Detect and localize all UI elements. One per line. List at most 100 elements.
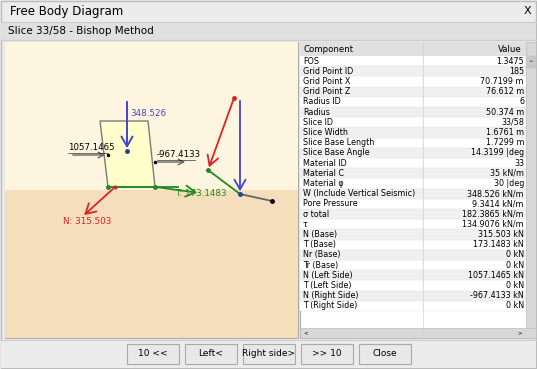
Text: Radius: Radius (303, 108, 330, 117)
Text: 173.1483 kN: 173.1483 kN (473, 240, 524, 249)
Bar (300, 291, 526, 301)
Bar (300, 219, 526, 230)
Text: ^: ^ (529, 59, 533, 65)
Bar (300, 209, 526, 219)
Text: σ total: σ total (303, 210, 329, 218)
Text: Radius ID: Radius ID (303, 97, 341, 106)
Text: Close: Close (372, 349, 397, 359)
Text: τ: τ (303, 220, 308, 229)
Text: N (Right Side): N (Right Side) (303, 291, 359, 300)
Text: 1.7299 m: 1.7299 m (485, 138, 524, 147)
Text: -967.4133 kN: -967.4133 kN (470, 291, 524, 300)
Bar (301, 344, 352, 364)
Text: Slice Width: Slice Width (303, 128, 348, 137)
Bar (300, 199, 526, 209)
Bar (243, 344, 294, 364)
Text: 70.7199 m: 70.7199 m (481, 77, 524, 86)
Bar (300, 42, 536, 56)
Text: Grid Point ID: Grid Point ID (303, 67, 353, 76)
Text: Nr (Base): Nr (Base) (303, 251, 340, 259)
Bar (526, 56, 536, 68)
Text: 33/58: 33/58 (501, 118, 524, 127)
Bar (300, 168, 526, 178)
Text: 0 kN: 0 kN (506, 281, 524, 290)
Text: 76.612 m: 76.612 m (486, 87, 524, 96)
Bar (300, 280, 526, 291)
Text: X: X (523, 6, 531, 16)
Bar (5, 190, 298, 338)
Text: 1057.1465: 1057.1465 (68, 143, 114, 152)
Text: Free Body Diagram: Free Body Diagram (10, 4, 124, 17)
Text: 50.374 m: 50.374 m (486, 108, 524, 117)
Bar (526, 42, 536, 338)
Text: 1.6761 m: 1.6761 m (486, 128, 524, 137)
Bar (300, 87, 526, 97)
Text: 0 kN: 0 kN (506, 301, 524, 310)
Bar (300, 189, 526, 199)
Text: Slice Base Length: Slice Base Length (303, 138, 374, 147)
Text: Grid Point Z: Grid Point Z (303, 87, 350, 96)
Text: 182.3865 kN/m: 182.3865 kN/m (462, 210, 524, 218)
Text: Tr (Base): Tr (Base) (303, 261, 338, 270)
Bar (300, 66, 526, 76)
Text: T: 173.1483: T: 173.1483 (175, 190, 227, 199)
Text: Slice ID: Slice ID (303, 118, 333, 127)
Text: Slice 33/58 - Bishop Method: Slice 33/58 - Bishop Method (8, 26, 154, 36)
Text: T (Right Side): T (Right Side) (303, 301, 358, 310)
Text: Material ID: Material ID (303, 159, 347, 168)
Text: 1057.1465 kN: 1057.1465 kN (468, 271, 524, 280)
Bar (300, 260, 526, 270)
Text: 1.3475: 1.3475 (496, 56, 524, 66)
Bar (359, 344, 410, 364)
Text: 9.3414 kN/m: 9.3414 kN/m (473, 199, 524, 208)
Text: T (Base): T (Base) (303, 240, 336, 249)
Bar (300, 148, 526, 158)
Text: 315.503 kN: 315.503 kN (478, 230, 524, 239)
Bar (300, 230, 526, 239)
Bar (300, 158, 526, 168)
Text: 6: 6 (519, 97, 524, 106)
Text: 30 |deg: 30 |deg (494, 179, 524, 188)
Bar (300, 178, 526, 189)
Bar (300, 76, 526, 87)
Bar (300, 328, 536, 338)
Text: 348.526 kN/m: 348.526 kN/m (467, 189, 524, 198)
Text: W (Include Vertical Seismic): W (Include Vertical Seismic) (303, 189, 415, 198)
Bar (300, 117, 526, 127)
Bar (300, 97, 526, 107)
Bar (300, 301, 526, 311)
Polygon shape (100, 121, 155, 187)
Bar (300, 250, 526, 260)
Text: Slice Base Angle: Slice Base Angle (303, 148, 369, 158)
Bar (300, 239, 526, 250)
Bar (185, 344, 236, 364)
Bar (300, 127, 526, 138)
Text: N: 315.503: N: 315.503 (63, 217, 111, 225)
Text: Grid Point X: Grid Point X (303, 77, 350, 86)
Text: >> 10: >> 10 (311, 349, 342, 359)
Text: Component: Component (304, 45, 354, 54)
Text: Material φ: Material φ (303, 179, 344, 188)
Text: 14.3199 |deg: 14.3199 |deg (471, 148, 524, 158)
Text: -967.4133: -967.4133 (157, 150, 201, 159)
Bar (5, 42, 298, 190)
Text: >: > (518, 331, 523, 335)
Text: 134.9076 kN/m: 134.9076 kN/m (462, 220, 524, 229)
Text: Value: Value (498, 45, 522, 54)
Text: 348.526: 348.526 (130, 110, 166, 118)
Text: 10 <<: 10 << (137, 349, 168, 359)
Text: N (Left Side): N (Left Side) (303, 271, 353, 280)
Text: 185: 185 (509, 67, 524, 76)
Bar (300, 138, 526, 148)
Bar (1, 340, 536, 368)
Bar (300, 107, 526, 117)
Text: FOS: FOS (303, 56, 319, 66)
Text: <: < (304, 331, 308, 335)
Bar (300, 270, 526, 280)
Bar (5, 42, 298, 338)
Bar (300, 56, 526, 66)
Text: Pore Pressure: Pore Pressure (303, 199, 358, 208)
Text: N (Base): N (Base) (303, 230, 337, 239)
Text: Material C: Material C (303, 169, 344, 178)
Text: 35 kN/m: 35 kN/m (490, 169, 524, 178)
